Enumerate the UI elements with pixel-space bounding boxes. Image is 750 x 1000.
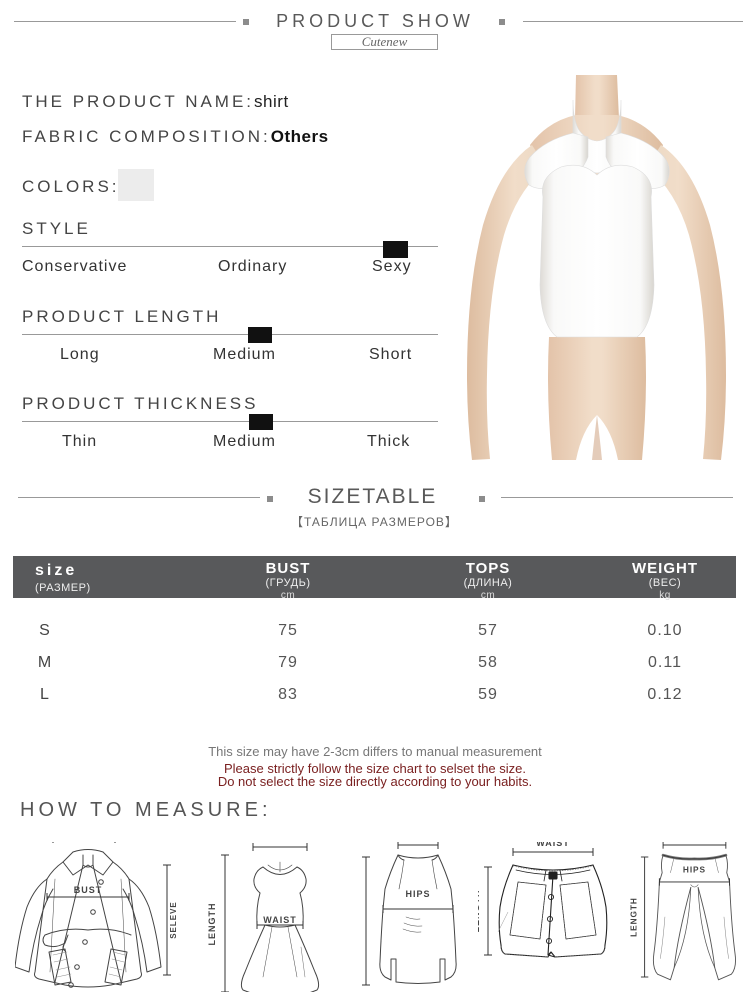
svg-text:LENGTH: LENGTH	[207, 903, 217, 946]
svg-text:LENGTH: LENGTH	[628, 897, 638, 937]
svg-text:BUST: BUST	[74, 885, 103, 895]
svg-text:LENGTH: LENGTH	[478, 890, 481, 933]
svg-text:WAIST: WAIST	[536, 842, 570, 848]
svg-text:WAIST: WAIST	[263, 915, 297, 925]
svg-text:SELEVE: SELEVE	[169, 901, 178, 939]
svg-text:HIPS: HIPS	[683, 865, 706, 875]
svg-text:HIPS: HIPS	[405, 889, 430, 899]
